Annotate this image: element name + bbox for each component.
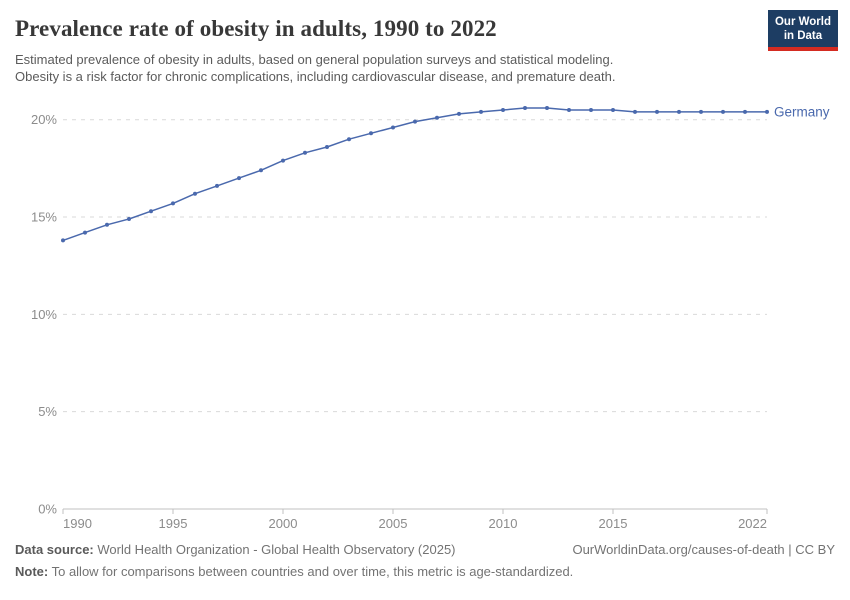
data-point xyxy=(61,238,65,243)
line-chart: 0% 5% 10% 15% 20% 1990 1995 2000 2005 2010 2015 202… xyxy=(15,94,850,539)
data-line xyxy=(62,107,768,242)
chart-subtitle: Estimated prevalence of obesity in adult… xyxy=(15,51,835,85)
series-label-germany: Germany xyxy=(774,104,830,119)
chart-title: Prevalence rate of obesity in adults, 19… xyxy=(15,16,497,41)
data-point xyxy=(193,191,197,196)
data-point xyxy=(743,109,747,114)
data-point xyxy=(281,158,285,163)
data-point xyxy=(413,119,417,124)
y-tick-label: 10% xyxy=(31,307,57,322)
data-point xyxy=(457,111,461,116)
data-point xyxy=(589,108,593,112)
data-point xyxy=(523,106,527,110)
data-point xyxy=(83,230,87,235)
note-label: Note: xyxy=(15,564,49,579)
data-point xyxy=(127,217,131,221)
x-tick-label: 2000 xyxy=(269,516,298,531)
data-point xyxy=(303,150,307,155)
data-point xyxy=(237,176,241,181)
data-point xyxy=(699,109,703,114)
data-point xyxy=(765,109,769,114)
data-point xyxy=(633,109,637,114)
data-point xyxy=(259,168,263,173)
y-tick-label: 0% xyxy=(38,502,57,517)
data-source-label: Data source: xyxy=(15,542,94,557)
x-tick-label: 2015 xyxy=(599,516,628,531)
owid-logo: Our World in Data xyxy=(767,10,838,51)
x-tick-label: 1990 xyxy=(63,516,92,531)
data-point xyxy=(369,131,373,136)
license-link: OurWorldinData.org/causes-of-death | CC … xyxy=(572,542,835,557)
data-point xyxy=(171,201,175,206)
chart-note: Note: To allow for comparisons between c… xyxy=(15,563,835,580)
data-point xyxy=(435,115,439,120)
data-point xyxy=(347,137,351,142)
x-tick-label: 2022 xyxy=(738,516,767,531)
data-point xyxy=(655,109,659,114)
data-point xyxy=(501,108,505,112)
data-point xyxy=(105,222,109,227)
data-point xyxy=(479,109,483,114)
x-tick-label: 2010 xyxy=(489,516,518,531)
data-point xyxy=(325,145,329,149)
chart-subtitle-line2: Obesity is a risk factor for chronic com… xyxy=(15,69,616,84)
chart-footer: Data source: World Health Organization -… xyxy=(15,541,835,580)
data-point xyxy=(567,108,571,112)
line-chart-svg: 0% 5% 10% 15% 20% 1990 1995 2000 2005 2010 2015 202… xyxy=(31,104,830,531)
owid-logo-line2: in Data xyxy=(783,30,823,42)
data-point xyxy=(611,108,615,112)
note-text: To allow for comparisons between countri… xyxy=(48,564,574,579)
owid-logo-line1: Our World xyxy=(774,16,831,28)
chart-subtitle-line1: Estimated prevalence of obesity in adult… xyxy=(15,52,614,67)
data-point xyxy=(391,125,395,130)
data-source: Data source: World Health Organization -… xyxy=(15,541,456,558)
data-source-text: World Health Organization - Global Healt… xyxy=(93,542,456,557)
data-point xyxy=(545,106,549,110)
y-tick-label: 15% xyxy=(31,210,57,225)
data-point xyxy=(149,209,153,214)
y-tick-label: 20% xyxy=(31,112,57,127)
x-tick-label: 1995 xyxy=(159,516,188,531)
data-point xyxy=(677,109,681,114)
y-tick-label: 5% xyxy=(38,404,57,419)
data-point xyxy=(721,109,725,114)
x-tick-label: 2005 xyxy=(379,516,408,531)
data-point xyxy=(215,183,219,188)
